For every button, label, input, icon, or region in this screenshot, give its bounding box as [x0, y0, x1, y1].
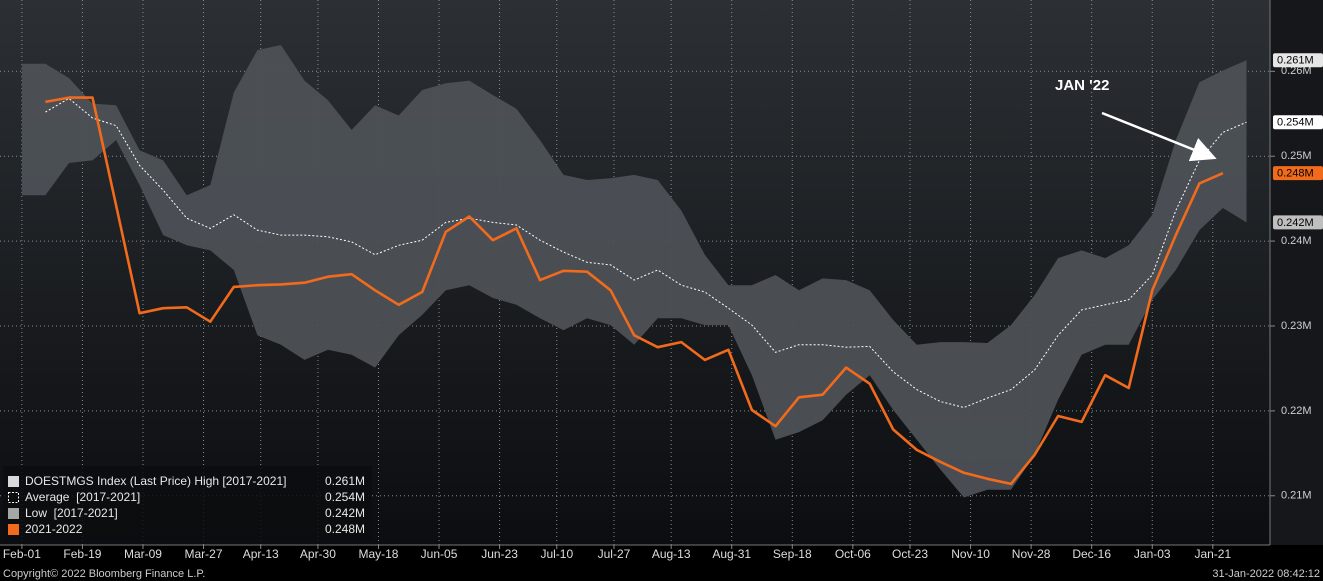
x-tick-label: Jun-05: [421, 547, 458, 561]
y-tick-label: 0.26M: [1281, 65, 1312, 77]
legend-value: 0.254M: [325, 490, 365, 504]
annotation: JAN '22: [1055, 77, 1217, 162]
legend: DOESTMGS Index (Last Price) High [2017-2…: [8, 474, 365, 536]
annotation-text: JAN '22: [1055, 77, 1109, 94]
footer-timestamp: 31-Jan-2022 08:42:12: [1212, 568, 1320, 580]
annotation-arrow: [1101, 111, 1217, 162]
legend-value: 0.261M: [325, 474, 365, 488]
legend-value: 0.242M: [325, 506, 365, 520]
last-value-label: 0.254M: [1277, 117, 1314, 129]
axes: 0.21M 0.22M 0.23M 0.24M 0.25M 0.26M Feb-01 Feb-…: [3, 53, 1323, 561]
legend-label: Average [2017-2021]: [25, 490, 140, 504]
x-tick-label: Jul-10: [540, 547, 573, 561]
legend-label: 2021-2022: [25, 522, 83, 536]
last-value-label: 0.242M: [1277, 217, 1314, 229]
x-tick-label: Sep-18: [773, 547, 812, 561]
marks: [21, 45, 1247, 498]
last-value-box: [1273, 53, 1323, 68]
x-tick-label: Aug-13: [652, 547, 691, 561]
legend-value: 0.248M: [325, 522, 365, 536]
x-tick-label: Nov-10: [951, 547, 990, 561]
y-tick-label: 0.23M: [1281, 320, 1312, 332]
x-tick-label: Mar-27: [185, 547, 223, 561]
current-line: [45, 96, 1224, 486]
x-tick-label: Feb-01: [3, 547, 41, 561]
last-value-label: 0.261M: [1277, 55, 1314, 67]
y-tick-label: 0.21M: [1281, 490, 1312, 502]
x-tick-label: Oct-06: [835, 547, 871, 561]
x-tick-label: May-18: [358, 547, 398, 561]
range-band: [21, 45, 1247, 498]
x-tick-label: Apr-13: [243, 547, 279, 561]
axis-background: [1270, 0, 1323, 545]
legend-swatch: [8, 524, 19, 535]
x-tick-label: Jan-03: [1134, 547, 1171, 561]
legend-swatch: [8, 508, 19, 519]
x-tick-label: Jul-27: [598, 547, 631, 561]
legend-background: [3, 466, 372, 541]
x-tick-label: Feb-19: [63, 547, 101, 561]
y-tick-label: 0.25M: [1281, 150, 1312, 162]
x-tick-label: Jun-23: [481, 547, 518, 561]
footer-background: [0, 545, 1323, 581]
y-tick-label: 0.22M: [1281, 405, 1312, 417]
legend-label: DOESTMGS Index (Last Price) High [2017-2…: [25, 474, 286, 488]
x-tick-label: Aug-31: [712, 547, 751, 561]
footer-copyright: Copyright© 2022 Bloomberg Finance L.P.: [3, 568, 205, 580]
x-tick-label: Dec-16: [1072, 547, 1111, 561]
legend-swatch: [8, 492, 19, 503]
last-value-box: [1273, 215, 1323, 230]
x-tick-label: Nov-28: [1012, 547, 1051, 561]
x-tick-label: Apr-30: [300, 547, 336, 561]
x-tick-label: Jan-21: [1194, 547, 1231, 561]
legend-label: Low [2017-2021]: [25, 506, 118, 520]
last-value-label: 0.248M: [1277, 168, 1314, 180]
legend-swatch: [8, 476, 19, 487]
x-tick-label: Mar-09: [124, 547, 162, 561]
average-line: [45, 97, 1247, 409]
last-value-box: [1273, 115, 1323, 130]
x-tick-label: Oct-23: [892, 547, 928, 561]
last-value-box: [1273, 166, 1323, 181]
y-tick-label: 0.24M: [1281, 235, 1312, 247]
